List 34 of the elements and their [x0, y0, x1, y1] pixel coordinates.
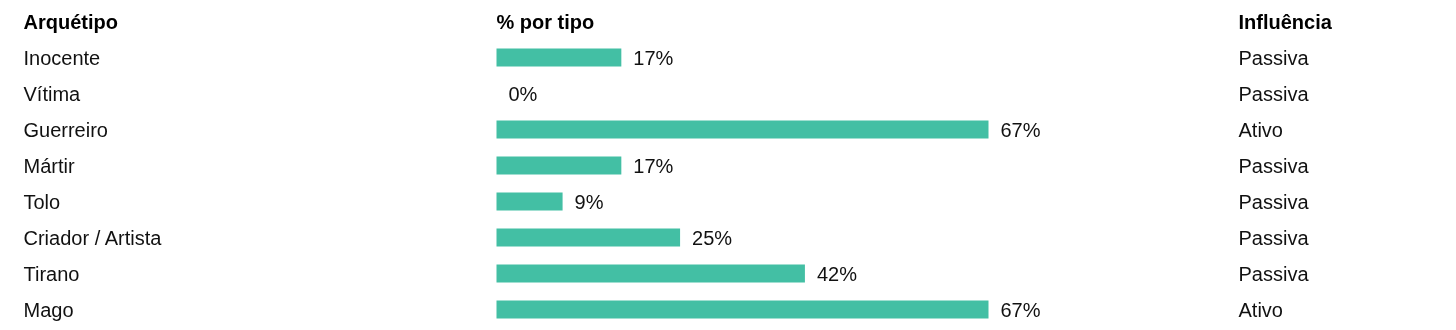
bar: [496, 264, 805, 283]
text: Passiva: [1238, 46, 1310, 69]
y-tick-label: Guerreiro: [23, 118, 108, 141]
data-label: 17%: [633, 46, 674, 69]
text: Passiva: [1238, 154, 1310, 177]
text: Passiva: [1238, 226, 1310, 249]
y-tick-label: Inocente: [23, 46, 101, 69]
text: Passiva: [1238, 82, 1310, 105]
data-label: 17%: [633, 154, 674, 177]
y-tick-label: Mártir: [23, 154, 75, 177]
bar: [496, 120, 989, 139]
data-label: 67%: [1000, 118, 1041, 141]
bar: [496, 48, 622, 67]
y-axis-title: Arquétipo: [23, 10, 118, 33]
data-label: 25%: [692, 226, 733, 249]
data-label: 42%: [816, 262, 858, 285]
bar: [496, 156, 622, 175]
text: Passiva: [1238, 262, 1310, 285]
y-tick-label: Tolo: [23, 190, 61, 213]
data-label: 9%: [574, 190, 604, 213]
y-tick-label: Criador / Artista: [23, 226, 163, 249]
text: Ativo: [1238, 298, 1283, 321]
y-tick-label: Mago: [23, 298, 74, 321]
x-axis-title: % por tipo: [496, 10, 595, 33]
text: Influência: [1238, 10, 1333, 33]
text: Ativo: [1238, 118, 1283, 141]
data-label: 0%: [508, 82, 538, 105]
data-label: 67%: [1000, 298, 1041, 321]
y-tick-label: Tirano: [23, 262, 80, 285]
bar: [496, 228, 681, 247]
y-tick-label: Vítima: [23, 82, 82, 105]
bar: [496, 192, 563, 211]
bar: [496, 300, 989, 319]
text: Passiva: [1238, 190, 1310, 213]
